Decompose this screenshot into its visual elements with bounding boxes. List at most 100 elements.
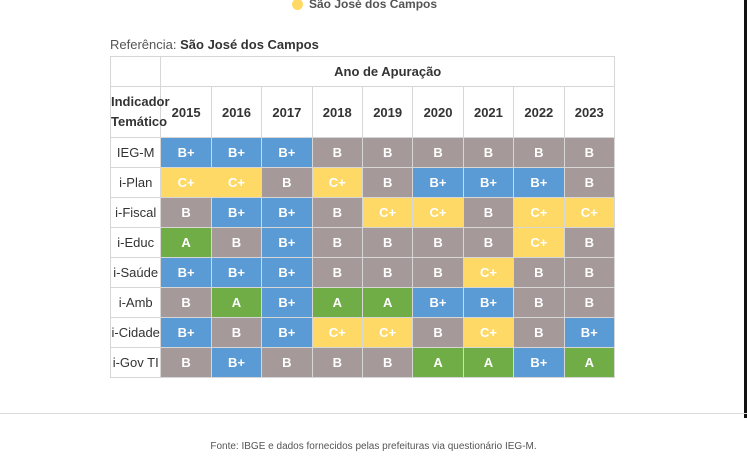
grade-cell: A	[210, 287, 263, 318]
grades-table: Ano de Apuração Indicador Temático 2015 2…	[109, 56, 616, 378]
grade-cell: C+	[160, 167, 212, 198]
grade-cell: B	[513, 137, 565, 168]
year-group-header: Ano de Apuração	[160, 56, 615, 87]
grade-cell: B+	[412, 167, 464, 198]
table-row: i-Fiscal B B+ B+ B C+ C+ B C+ C+	[109, 197, 616, 228]
grade-cell: B+	[160, 317, 212, 348]
grade-cell: B	[160, 287, 212, 318]
table-row: IEG-M B+ B+ B+ B B B B B B	[109, 137, 616, 168]
year-header: 2023	[563, 86, 616, 138]
grade-cell: B	[361, 227, 414, 258]
grade-cell: B	[361, 167, 414, 198]
legend-dot-icon	[292, 0, 303, 10]
grade-cell: A	[311, 287, 363, 318]
grade-cell: B	[462, 227, 515, 258]
indicator-label: i-Cidade	[109, 317, 162, 348]
grade-cell: B+	[261, 137, 313, 168]
grade-cell: C+	[210, 167, 263, 198]
grade-cell: B+	[261, 257, 313, 288]
grade-cell: B+	[462, 167, 515, 198]
indicator-label: i-Fiscal	[109, 197, 162, 228]
indicator-label: IEG-M	[109, 137, 162, 168]
grade-cell: B	[513, 257, 565, 288]
grade-cell: B	[160, 347, 212, 378]
grade-cell: B	[311, 137, 363, 168]
grade-cell: B+	[412, 287, 464, 318]
grade-cell: B	[160, 197, 212, 228]
grade-cell: B	[563, 167, 616, 198]
grade-cell: B	[412, 137, 464, 168]
grade-cell: B	[311, 347, 363, 378]
grade-cell: B	[513, 317, 565, 348]
grade-cell: A	[563, 347, 616, 378]
legend-label: São José dos Campos	[309, 0, 438, 11]
grade-cell: B	[311, 257, 363, 288]
year-header: 2020	[412, 86, 464, 138]
grade-cell: A	[160, 227, 212, 258]
grade-cell: A	[361, 287, 414, 318]
year-header: 2019	[361, 86, 414, 138]
grade-cell: B	[412, 257, 464, 288]
grade-cell: B	[563, 287, 616, 318]
grade-cell: B	[361, 347, 414, 378]
table-row: i-Gov TI B B+ B B B A A B+ A	[109, 347, 616, 378]
grade-cell: B	[311, 197, 363, 228]
grade-cell: B+	[261, 197, 313, 228]
table-row: i-Educ A B B+ B B B B C+ B	[109, 227, 616, 258]
grade-cell: C+	[513, 227, 565, 258]
grade-cell: B	[563, 227, 616, 258]
grade-cell: C+	[563, 197, 616, 228]
table-row: i-Plan C+ C+ B C+ B B+ B+ B+ B	[109, 167, 616, 198]
grade-cell: B	[462, 137, 515, 168]
reference-label: Referência:	[110, 37, 177, 52]
indicator-label: i-Saúde	[109, 257, 162, 288]
grade-cell: B+	[563, 317, 616, 348]
legend: São José dos Campos	[292, 0, 437, 11]
grade-cell: B+	[261, 287, 313, 318]
year-header: 2017	[261, 86, 313, 138]
grade-cell: A	[462, 347, 515, 378]
table-row: i-Amb B A B+ A A B+ B+ B B	[109, 287, 616, 318]
grade-cell: B+	[210, 347, 263, 378]
year-header: 2018	[311, 86, 363, 138]
year-header: 2015	[160, 86, 212, 138]
grade-cell: B	[462, 197, 515, 228]
grade-cell: B+	[462, 287, 515, 318]
grade-cell: B+	[210, 197, 263, 228]
grade-cell: B	[361, 137, 414, 168]
grade-cell: B	[261, 347, 313, 378]
table-row: i-Cidade B+ B B+ C+ C+ B C+ B B+	[109, 317, 616, 348]
grade-cell: B	[513, 287, 565, 318]
indicator-label: i-Educ	[109, 227, 162, 258]
year-header: 2021	[462, 86, 515, 138]
grade-cell: A	[412, 347, 464, 378]
source-note: Fonte: IBGE e dados fornecidos pelas pre…	[210, 441, 537, 452]
grade-cell: C+	[462, 257, 515, 288]
grade-cell: C+	[361, 317, 414, 348]
window-edge	[744, 0, 747, 418]
grade-cell: C+	[311, 167, 363, 198]
grade-cell: B+	[160, 257, 212, 288]
divider	[0, 413, 747, 414]
grade-cell: B	[210, 317, 263, 348]
grade-cell: B+	[261, 227, 313, 258]
grade-cell: B	[563, 257, 616, 288]
indicator-label: i-Gov TI	[109, 347, 162, 378]
grade-cell: B+	[513, 167, 565, 198]
grade-cell: C+	[513, 197, 565, 228]
grade-cell: B	[210, 227, 263, 258]
grade-cell: B	[563, 137, 616, 168]
grade-cell: B+	[160, 137, 212, 168]
corner-cell	[109, 56, 162, 87]
grade-cell: C+	[412, 197, 464, 228]
grade-cell: B+	[210, 257, 263, 288]
grade-cell: B	[412, 227, 464, 258]
reference-value: São José dos Campos	[180, 37, 319, 52]
grade-cell: B+	[513, 347, 565, 378]
grade-cell: C+	[361, 197, 414, 228]
indicator-label: i-Plan	[109, 167, 162, 198]
indicator-header: Indicador Temático	[109, 86, 170, 138]
indicator-label: i-Amb	[109, 287, 162, 318]
year-header: 2016	[210, 86, 263, 138]
